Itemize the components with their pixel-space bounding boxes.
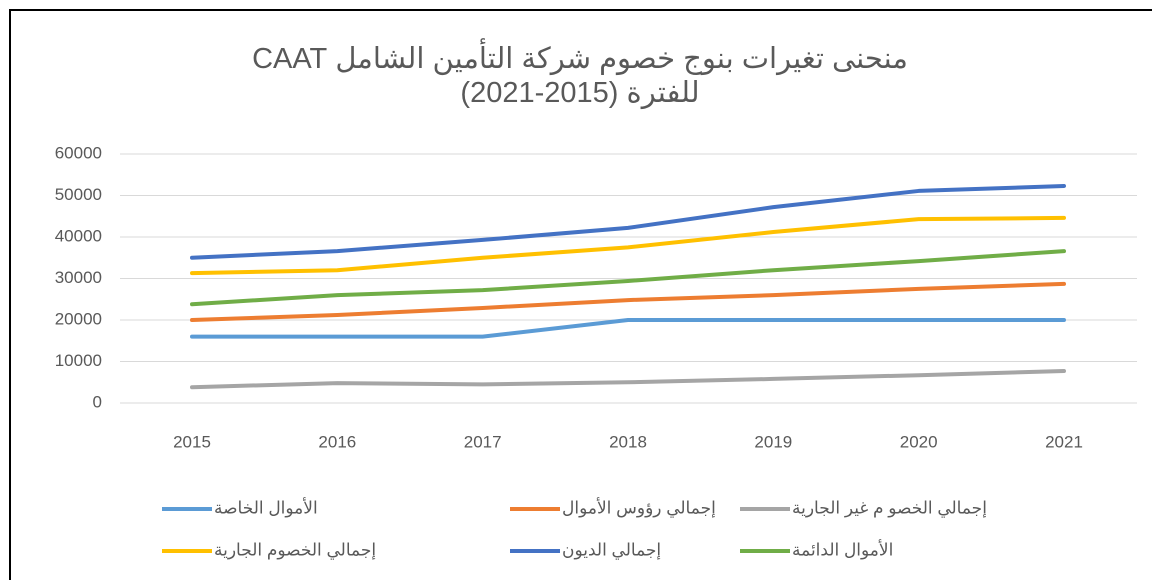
x-tick-label: 2020: [900, 432, 938, 451]
series-line: [190, 215, 1066, 276]
chart-title: منحنى تغيرات بنوج خصوم شركة التأمين الشا…: [252, 43, 908, 109]
series-line: [190, 183, 1066, 260]
chart-border: [9, 9, 1152, 585]
legend-label: الأموال الخاصة: [214, 497, 318, 517]
y-tick-label: 60000: [55, 143, 102, 162]
x-tick-label: 2019: [754, 432, 792, 451]
y-tick-label: 30000: [55, 268, 102, 287]
legend-label: إجمالي الخصو م غير الجارية: [792, 498, 987, 518]
y-tick-label: 50000: [55, 185, 102, 204]
x-tick-label: 2017: [464, 432, 502, 451]
series-line: [190, 369, 1066, 390]
series-line: [190, 318, 1066, 339]
x-tick-label: 2018: [609, 432, 647, 451]
x-tick-label: 2016: [318, 432, 356, 451]
series-line: [190, 249, 1066, 307]
legend-label: إجمالي الديون: [562, 540, 661, 560]
x-tick-label: 2021: [1045, 432, 1083, 451]
x-tick-label: 2015: [173, 432, 211, 451]
legend-label: الأموال الدائمة: [792, 539, 893, 559]
y-tick-label: 20000: [55, 309, 102, 328]
y-tick-label: 10000: [55, 351, 102, 370]
legend-label: إجمالي رؤوس الأموال: [562, 497, 716, 518]
y-tick-label: 0: [93, 392, 102, 411]
y-tick-label: 40000: [55, 226, 102, 245]
series-line: [190, 281, 1066, 322]
legend-label: إجمالي الخصوم الجارية: [214, 540, 376, 560]
